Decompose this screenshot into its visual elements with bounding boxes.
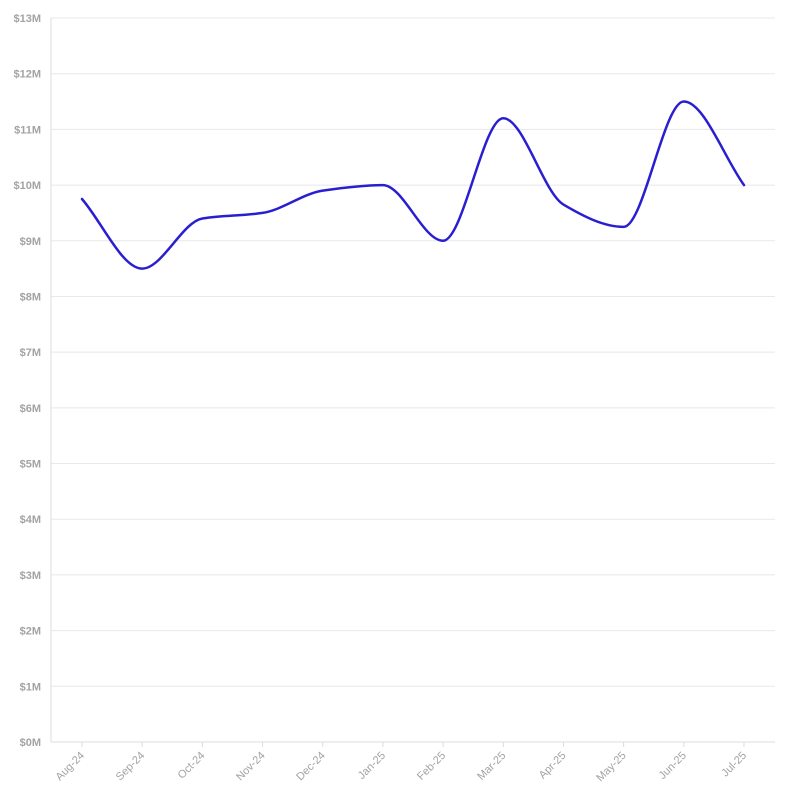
x-tick-label: Nov-24 [234,750,268,784]
y-tick-label: $4M [20,514,41,526]
y-tick-label: $1M [20,681,41,693]
y-tick-label: $0M [20,737,41,749]
data-point [561,203,565,207]
x-tick-label: Dec-24 [294,750,328,784]
data-point [501,116,505,120]
y-tick-label: $5M [20,459,41,471]
x-tick-label: Aug-24 [54,750,88,784]
y-tick-label: $13M [13,13,41,25]
series-layer [80,100,746,271]
data-point [140,267,144,271]
x-tick-label: Oct-24 [176,750,208,782]
data-point [682,100,686,104]
x-tick-label: Mar-25 [475,750,508,783]
y-tick-label: $8M [20,291,41,303]
x-tick-label: Apr-25 [537,750,569,782]
grid-layer [51,17,775,687]
y-tick-label: $11M [14,124,41,136]
y-tick-label: $10M [13,180,41,192]
x-tick-label: Feb-25 [415,750,448,783]
x-tick-label: Jan-25 [356,750,388,782]
y-tick-label: $9M [20,236,41,248]
data-point [80,197,84,201]
data-point [742,183,746,187]
data-point [622,225,626,229]
x-axis-labels: Aug-24 Sep-24 Oct-24 Nov-24 Dec-24 Jan-25 Feb-… [54,750,750,784]
y-axis-labels: $0M $1M $2M $3M $4M $5M $6M $7M $8M $9M $10M $11M $1… [13,13,41,749]
data-point [381,183,385,187]
x-tick-label: Sep-24 [114,750,148,784]
data-point [321,189,325,193]
y-tick-label: $7M [20,347,41,359]
data-point [261,211,265,215]
x-tick-label: Jun-25 [657,750,689,782]
x-tick-label: May-25 [594,750,628,784]
x-tick-label: Jul-25 [719,750,749,780]
y-tick-label: $3M [20,570,41,582]
series-line [80,100,746,270]
y-tick-label: $12M [13,69,41,81]
data-point [441,239,445,243]
axis-layer [50,18,775,747]
data-point [200,216,204,220]
y-tick-label: $6M [20,403,41,415]
y-tick-label: $2M [20,626,41,638]
